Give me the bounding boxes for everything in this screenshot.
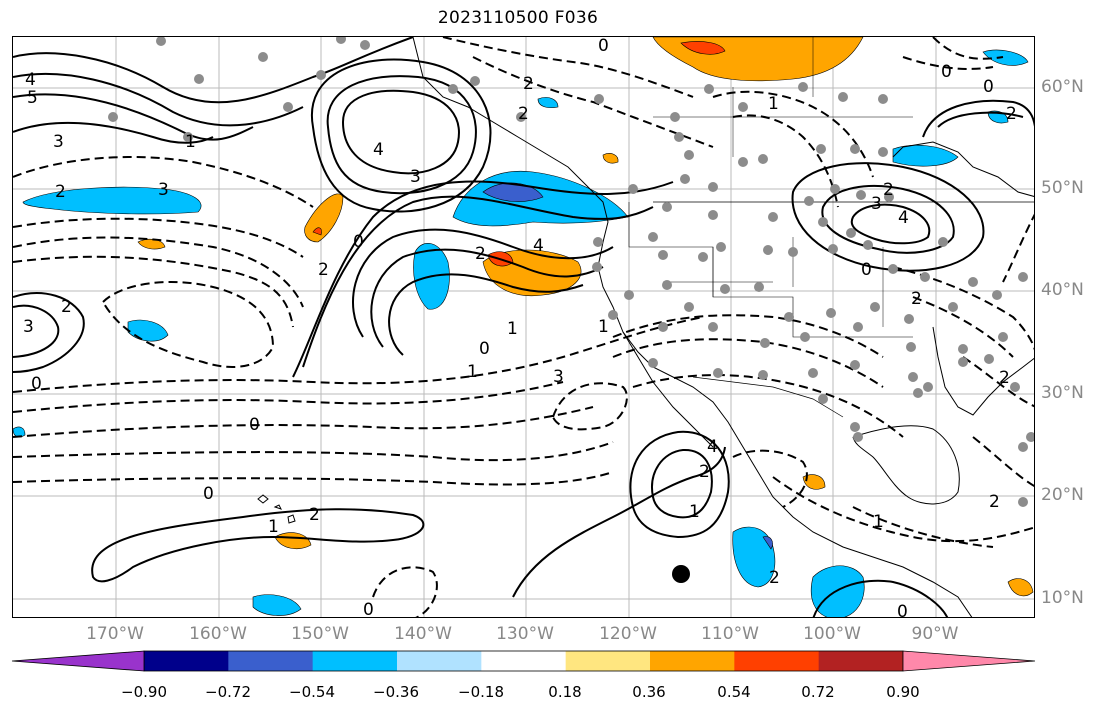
contour-label: 0	[31, 374, 42, 394]
contour-label: 0	[983, 77, 994, 97]
contour-label: 2	[61, 297, 72, 317]
lat-label: 50°N	[1041, 178, 1084, 198]
contour-label: 1	[268, 517, 279, 537]
station-dots	[108, 37, 1034, 507]
colorbar-segment	[481, 651, 567, 671]
contour-label: 1	[598, 317, 609, 337]
contour-label: 0	[353, 232, 364, 252]
contour-label: 1	[873, 512, 884, 532]
contour-label: 2	[309, 505, 320, 525]
map-title: 2023110500 F036	[437, 8, 599, 28]
contour-label: 1	[768, 94, 779, 114]
contour-label: 4	[707, 437, 718, 457]
contour-label: 4	[533, 236, 544, 256]
contour-label: 0	[897, 602, 908, 618]
contour-label: 1	[689, 502, 700, 522]
contour-label: 2	[1006, 104, 1017, 124]
colorbar	[11, 650, 1036, 672]
contour-label: 0	[861, 260, 872, 280]
lon-label: 170°W	[86, 624, 144, 644]
contour-label: 3	[158, 180, 169, 200]
contour-label: 3	[410, 167, 421, 187]
colorbar-segment	[565, 651, 651, 671]
contour-label: 2	[55, 182, 66, 202]
lon-label: 90°W	[911, 624, 959, 644]
lat-label: 20°N	[1041, 485, 1084, 505]
lon-label: 110°W	[701, 624, 759, 644]
contour-label: 0	[941, 62, 952, 82]
colorbar-segment	[144, 651, 229, 671]
colorbar-tick: 0.18	[548, 683, 582, 701]
colorbar-segment	[650, 651, 735, 671]
lat-label: 40°N	[1041, 280, 1084, 300]
map-panel: 0 2 0 1 2 0 4 3 2 1 3 2 4 5 3 4 2 0 2 4 …	[12, 36, 1035, 618]
contour-label: 2	[475, 244, 486, 264]
contour-label: 0	[249, 415, 260, 435]
colorbar-tick: −0.90	[121, 683, 167, 701]
coastlines	[257, 37, 1034, 617]
lon-label: 150°W	[291, 624, 349, 644]
lat-label: 60°N	[1041, 77, 1084, 97]
contour-label: 2	[883, 180, 894, 200]
colorbar-left-arrow	[11, 650, 145, 672]
colorbar-tick: −0.72	[205, 683, 251, 701]
contour-label: 2	[699, 462, 710, 482]
colorbar-segment	[228, 651, 314, 671]
colorbar-tick: −0.36	[373, 683, 419, 701]
colorbar-tick: −0.18	[458, 683, 504, 701]
contour-label: 4	[25, 70, 36, 90]
contour-label: 2	[989, 492, 1000, 512]
storm-marker	[672, 565, 690, 583]
contour-label: 1	[507, 319, 518, 339]
lon-label: 140°W	[394, 624, 452, 644]
lat-label: 30°N	[1041, 383, 1084, 403]
contour-label: 2	[769, 568, 780, 588]
colorbar-segment	[734, 651, 820, 671]
colorbar-right-arrow	[902, 650, 1036, 672]
contour-label: 2	[911, 289, 922, 309]
contour-label: 3	[23, 317, 34, 337]
colorbar-segment	[818, 651, 904, 671]
contour-label: 1	[467, 362, 478, 382]
contour-labels: 0 2 0 1 2 0 4 3 2 1 3 2 4 5 3 4 2 0 2 4 …	[23, 37, 1017, 618]
solid-contours	[13, 37, 1034, 617]
colorbar-tick: −0.54	[289, 683, 335, 701]
colorbar-tick: 0.72	[801, 683, 835, 701]
lat-label: 10°N	[1041, 588, 1084, 608]
contour-label: 3	[871, 194, 882, 214]
lon-label: 160°W	[189, 624, 247, 644]
colorbar-tick: 0.90	[886, 683, 920, 701]
contour-label: 0	[598, 37, 609, 56]
contour-label: 0	[363, 600, 374, 618]
gridlines	[13, 37, 1034, 617]
lon-label: 130°W	[496, 624, 554, 644]
contour-label: 0	[479, 339, 490, 359]
contour-label: 4	[373, 140, 384, 160]
contour-label: 3	[553, 367, 564, 387]
contour-label: 2	[518, 104, 529, 124]
contour-label: 2	[999, 368, 1010, 388]
colorbar-tick: 0.54	[717, 683, 751, 701]
colorbar-tick: 0.36	[632, 683, 666, 701]
colorbar-segments	[143, 650, 904, 672]
contour-label: 2	[523, 74, 534, 94]
contour-label: 1	[185, 132, 196, 152]
contour-label: 5	[27, 88, 38, 108]
contour-label: 2	[318, 260, 329, 280]
lon-label: 120°W	[599, 624, 657, 644]
map-svg: 0 2 0 1 2 0 4 3 2 1 3 2 4 5 3 4 2 0 2 4 …	[13, 37, 1034, 618]
lon-label: 100°W	[803, 624, 861, 644]
colorbar-segment	[312, 651, 398, 671]
colorbar-segment	[397, 651, 482, 671]
contour-label: 0	[203, 484, 214, 504]
contour-label: 4	[898, 208, 909, 228]
contour-label: 3	[53, 132, 64, 152]
